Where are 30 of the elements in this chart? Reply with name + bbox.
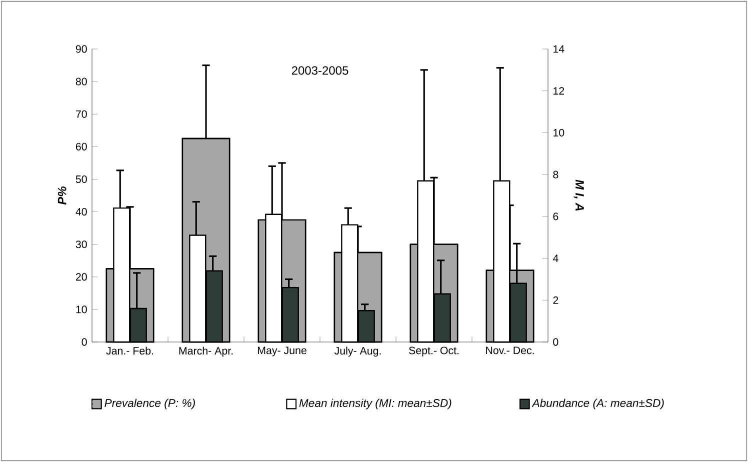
y2-tick-label: 12	[554, 87, 564, 95]
y-tick-label: 70	[76, 110, 87, 118]
y2-tick-label: 0	[553, 338, 558, 346]
x-tick-label: July- Aug.	[334, 346, 381, 357]
y-tick-label: 20	[76, 273, 87, 281]
x-tick-label: Sept.- Oct.	[408, 346, 459, 356]
legend-label: Mean intensity (MI: mean±SD)	[299, 398, 452, 410]
text: 2003-2005	[292, 66, 348, 75]
x-tick-label: Nov.- Dec.	[486, 346, 534, 354]
y2-tick-label: 10	[554, 128, 564, 136]
y-tick-label: 80	[76, 78, 87, 86]
legend-label: Prevalence (P: %)	[104, 398, 195, 410]
y-tick-label: 60	[76, 142, 87, 150]
y2-tick-label: 8	[553, 170, 558, 178]
y2-axis-title: M I, A	[574, 180, 584, 211]
y-tick-label: 50	[76, 175, 87, 184]
y2-tick-label: 6	[553, 212, 558, 220]
x-tick-label: May- June	[258, 346, 306, 356]
y-tick-label: 40	[76, 208, 87, 216]
x-tick-label: March- Apr.	[179, 346, 233, 357]
y2-tick-label: 14	[554, 45, 564, 53]
y-tick-label: 10	[76, 306, 87, 314]
y-axis-title: P%	[58, 186, 66, 205]
y-tick-label: 90	[76, 45, 87, 53]
x-tick-label: Jan.- Feb.	[106, 346, 154, 355]
y2-tick-label: 2	[553, 296, 558, 304]
y-tick-label: 30	[76, 240, 87, 248]
y2-tick-label: 4	[552, 254, 558, 262]
legend-label: Abundance (A: mean±SD)	[532, 398, 664, 410]
y-tick-label: 0	[82, 338, 87, 346]
